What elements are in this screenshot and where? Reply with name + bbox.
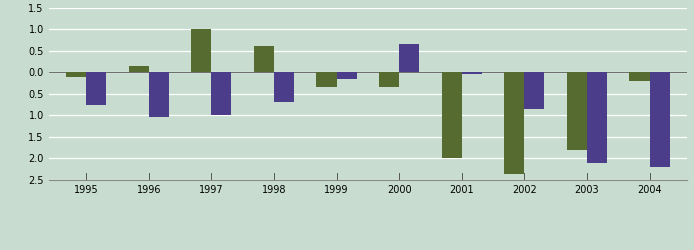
Bar — [86, 72, 106, 104]
Bar — [441, 72, 462, 158]
Bar — [505, 72, 524, 174]
Bar — [254, 46, 274, 72]
Bar — [66, 72, 86, 76]
Bar — [462, 72, 482, 74]
Bar — [212, 72, 231, 115]
Bar — [192, 29, 212, 72]
Bar — [316, 72, 337, 87]
Bar — [629, 72, 650, 81]
Bar — [149, 72, 169, 118]
Bar — [650, 72, 670, 167]
Bar — [524, 72, 544, 109]
Bar — [587, 72, 607, 163]
Bar — [274, 72, 294, 102]
Bar — [128, 66, 149, 72]
Bar — [337, 72, 357, 79]
Bar — [567, 72, 587, 150]
Bar — [399, 44, 419, 72]
Bar — [379, 72, 399, 87]
